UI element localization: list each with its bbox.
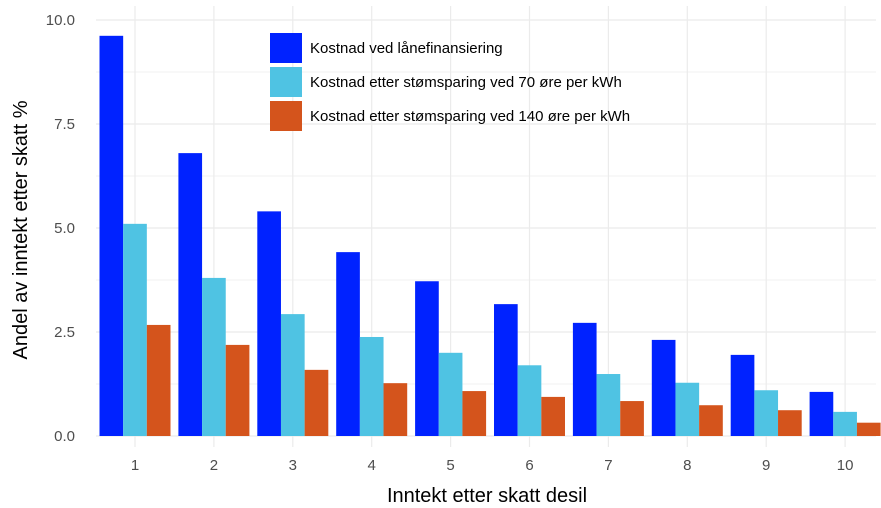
bar bbox=[359, 336, 384, 436]
legend-label: Kostnad ved lånefinansiering bbox=[310, 40, 503, 57]
x-tick-label: 8 bbox=[683, 457, 691, 474]
bar bbox=[304, 369, 329, 436]
bar bbox=[336, 252, 360, 436]
bar bbox=[596, 374, 621, 436]
x-axis-title: Inntekt etter skatt desil bbox=[387, 485, 587, 507]
legend-key bbox=[270, 67, 302, 97]
legend-key bbox=[270, 33, 302, 63]
bar bbox=[438, 352, 463, 436]
bar bbox=[699, 405, 723, 436]
bar bbox=[778, 410, 802, 436]
bar bbox=[833, 411, 857, 436]
y-tick-label: 5.0 bbox=[54, 220, 75, 237]
bar bbox=[675, 382, 700, 436]
bar bbox=[754, 390, 779, 436]
x-tick-label: 6 bbox=[525, 457, 533, 474]
x-tick-label: 1 bbox=[131, 457, 139, 474]
bar bbox=[178, 153, 203, 436]
bar bbox=[415, 281, 439, 436]
bar bbox=[620, 401, 644, 436]
x-tick-label: 10 bbox=[837, 457, 854, 474]
bar bbox=[856, 422, 881, 436]
legend: Kostnad ved lånefinansiering Kostnad ette… bbox=[270, 33, 630, 131]
legend-key bbox=[270, 101, 302, 131]
bar bbox=[572, 322, 597, 436]
bar bbox=[123, 223, 147, 436]
bars bbox=[99, 35, 881, 437]
y-tick-label: 0.0 bbox=[54, 428, 75, 445]
bar bbox=[809, 391, 834, 436]
bar bbox=[494, 304, 518, 436]
bar bbox=[225, 344, 250, 436]
y-axis-ticks: 0.0 2.5 5.0 7.5 10.0 bbox=[46, 12, 75, 445]
y-tick-label: 7.5 bbox=[54, 116, 75, 133]
x-tick-label: 7 bbox=[604, 457, 612, 474]
bar bbox=[202, 277, 226, 436]
x-tick-label: 4 bbox=[368, 457, 376, 474]
bar bbox=[146, 324, 171, 436]
bar bbox=[517, 365, 542, 436]
bar bbox=[99, 35, 124, 437]
bar bbox=[730, 354, 755, 436]
y-axis-title: Andel av inntekt etter skatt % bbox=[10, 100, 32, 359]
y-tick-label: 2.5 bbox=[54, 324, 75, 341]
legend-label: Kostnad etter stømsparing ved 70 øre per… bbox=[310, 74, 622, 91]
bar bbox=[280, 314, 305, 436]
y-tick-label: 10.0 bbox=[46, 12, 75, 29]
x-tick-label: 3 bbox=[289, 457, 297, 474]
bar bbox=[462, 391, 487, 436]
x-tick-label: 9 bbox=[762, 457, 770, 474]
bar bbox=[383, 383, 408, 436]
bar bbox=[257, 211, 281, 436]
x-axis-ticks: 1 2 3 4 5 6 7 8 9 10 bbox=[131, 457, 854, 474]
x-tick-label: 5 bbox=[446, 457, 454, 474]
legend-label: Kostnad etter stømsparing ved 140 øre pe… bbox=[310, 108, 630, 125]
bar bbox=[651, 339, 676, 436]
bar bbox=[541, 396, 565, 436]
x-tick-label: 2 bbox=[210, 457, 218, 474]
